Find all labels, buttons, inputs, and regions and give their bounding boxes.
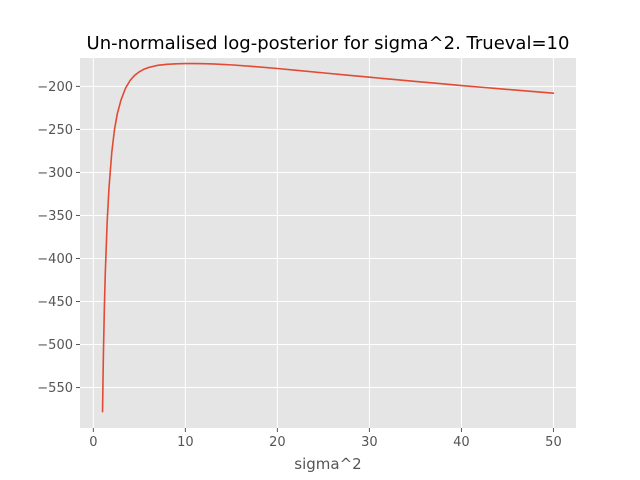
y-tick-label: −450 (37, 295, 73, 310)
y-axis-ticks: −550 −500 −450 −400 −350 −300 −250 −200 (37, 80, 80, 396)
series-layer (101, 62, 555, 413)
x-tick-label: 10 (177, 435, 194, 450)
y-tick-label: −300 (37, 166, 73, 181)
y-tick-label: −250 (37, 123, 73, 138)
x-tick-label: 40 (453, 435, 470, 450)
x-tick-label: 50 (545, 435, 562, 450)
y-tick-label: −200 (37, 80, 73, 95)
x-axis-ticks: 0 10 20 30 40 50 (89, 428, 562, 450)
plot-area-background (80, 58, 576, 428)
x-tick-label: 0 (89, 435, 97, 450)
chart-title: Un-normalised log-posterior for sigma^2.… (87, 33, 570, 54)
series-line-0 (101, 62, 555, 413)
y-tick-label: −500 (37, 338, 73, 353)
y-tick-label: −350 (37, 209, 73, 224)
y-tick-label: −400 (37, 252, 73, 267)
x-tick-label: 30 (361, 435, 378, 450)
x-tick-label: 20 (269, 435, 286, 450)
x-axis-label: sigma^2 (294, 455, 361, 473)
grid-lines (80, 58, 576, 428)
y-tick-label: −550 (37, 381, 73, 396)
